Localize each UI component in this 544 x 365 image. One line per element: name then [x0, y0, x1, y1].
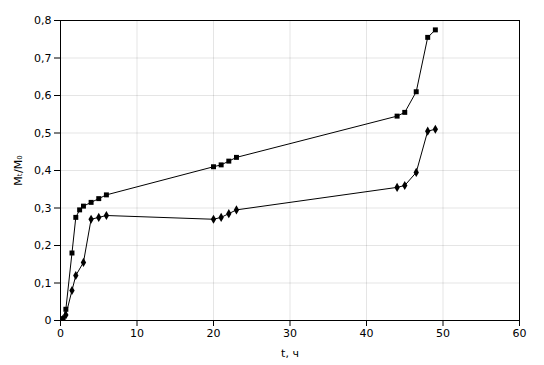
svg-text:10: 10 [130, 327, 144, 340]
svg-text:40: 40 [360, 327, 374, 340]
svg-text:0: 0 [57, 327, 64, 340]
svg-text:30: 30 [283, 327, 297, 340]
svg-text:0,7: 0,7 [34, 52, 52, 65]
svg-text:0,2: 0,2 [34, 239, 52, 252]
svg-text:Mₜ/M₀: Mₜ/M₀ [12, 155, 25, 186]
svg-text:0,3: 0,3 [34, 202, 52, 215]
svg-text:60: 60 [513, 327, 527, 340]
svg-text:0: 0 [45, 314, 52, 327]
svg-text:0,5: 0,5 [34, 127, 52, 140]
svg-text:t, ч: t, ч [281, 347, 299, 360]
svg-text:50: 50 [436, 327, 450, 340]
svg-text:0,6: 0,6 [34, 89, 52, 102]
svg-text:0,8: 0,8 [34, 14, 52, 27]
svg-text:0,4: 0,4 [34, 164, 52, 177]
svg-text:20: 20 [207, 327, 221, 340]
svg-text:0,1: 0,1 [34, 277, 52, 290]
